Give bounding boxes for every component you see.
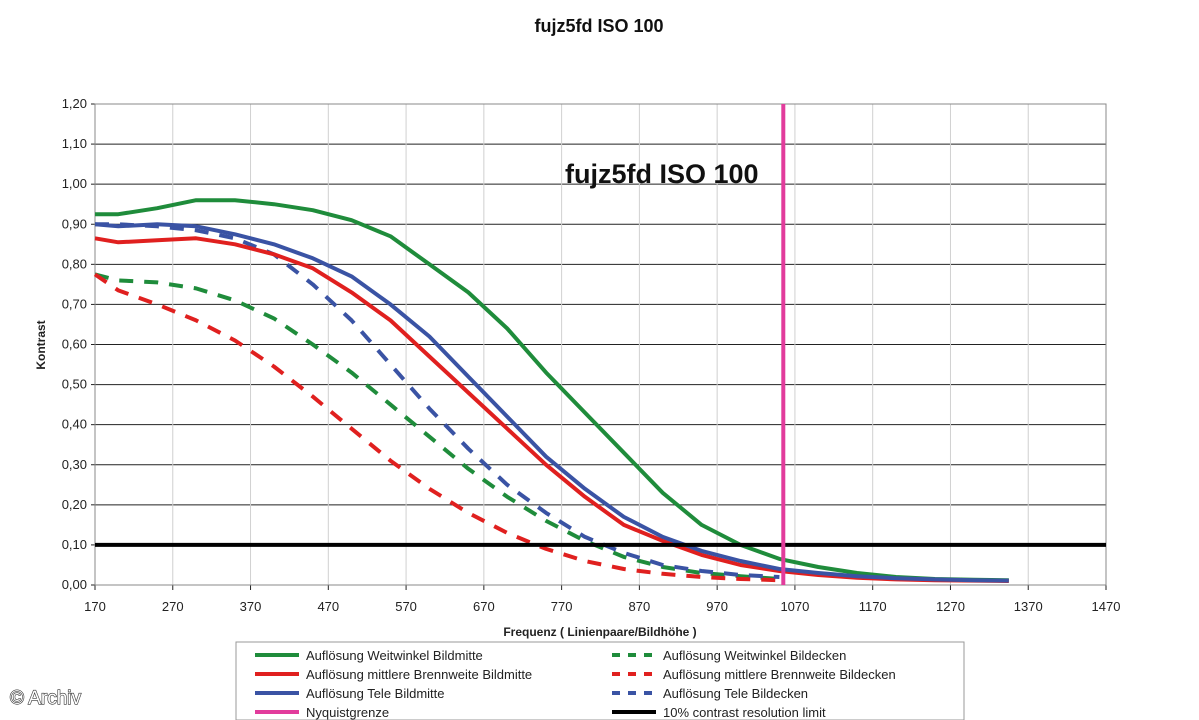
x-tick-label: 470 xyxy=(317,599,339,614)
legend-box xyxy=(235,641,965,720)
series-lines xyxy=(93,104,1106,585)
x-axis-label: Frequenz ( Linienpaare/Bildhöhe ) xyxy=(503,625,696,639)
legend-label: Auflösung Tele Bildecken xyxy=(663,686,808,701)
legend-label: Auflösung Weitwinkel Bildecken xyxy=(663,648,846,663)
x-tick-label: 1370 xyxy=(1014,599,1043,614)
y-axis-label: Kontrast xyxy=(34,320,48,369)
legend-label: Auflösung Tele Bildmitte xyxy=(306,686,445,701)
y-tick-label: 1,10 xyxy=(62,136,87,151)
x-tick-label: 1270 xyxy=(936,599,965,614)
x-tick-label: 1170 xyxy=(859,599,887,614)
y-tick-label: 0,20 xyxy=(62,497,87,512)
legend: Auflösung Weitwinkel Bildmitte Auflösung … xyxy=(255,648,896,720)
series-line-aufl-sung-tele-bildecken xyxy=(95,222,780,579)
x-tick-label: 1070 xyxy=(780,599,809,614)
x-tick-label: 1470 xyxy=(1092,599,1121,614)
x-tick-label: 770 xyxy=(551,599,573,614)
y-tick-labels: 0,00 0,10 0,20 0,30 0,40 0,50 0,60 0,70 0,80 0,90… xyxy=(62,96,87,592)
x-tick-label: 570 xyxy=(395,599,417,614)
plot-area-border xyxy=(94,103,1107,586)
x-tick-labels: 170 270 370 470 570 670 770 870 970 1070 1170 1270 1… xyxy=(84,599,1120,614)
y-tick-label: 0,30 xyxy=(62,457,87,472)
y-tick-label: 0,10 xyxy=(62,537,87,552)
y-tick-label: 0,50 xyxy=(62,377,87,392)
y-tick-label: 1,00 xyxy=(62,176,87,191)
legend-label: Auflösung Weitwinkel Bildmitte xyxy=(306,648,483,663)
y-tick-label: 0,40 xyxy=(62,417,87,432)
x-tick-label: 270 xyxy=(162,599,184,614)
y-tick-label: 0,60 xyxy=(62,337,87,352)
series-line-aufl-sung-mittlere-brennweite-bildmitte xyxy=(94,236,1009,583)
series-line-aufl-sung-weitwinkel-bildmitte xyxy=(95,198,1009,583)
x-tick-label: 870 xyxy=(629,599,651,614)
y-tick-label: 0,00 xyxy=(62,577,87,592)
chart-inner-title: fujz5fd ISO 100 xyxy=(565,159,759,189)
legend-label: 10% contrast resolution limit xyxy=(663,705,826,720)
x-tick-label: 370 xyxy=(240,599,262,614)
series-line-aufl-sung-mittlere-brennweite-bildecken xyxy=(93,272,780,583)
y-tick-label: 1,20 xyxy=(62,96,87,111)
watermark: © Archiv xyxy=(10,688,82,709)
chart-title: fujz5fd ISO 100 xyxy=(534,16,663,36)
legend-label: Nyquistgrenze xyxy=(306,705,389,720)
y-tick-label: 0,70 xyxy=(62,296,87,311)
series-line-aufl-sung-tele-bildmitte xyxy=(94,222,1009,583)
x-tick-label: 170 xyxy=(84,599,106,614)
y-tick-label: 0,90 xyxy=(62,216,87,231)
x-tick-label: 670 xyxy=(473,599,495,614)
legend-label: Auflösung mittlere Brennweite Bildecken xyxy=(663,667,896,682)
x-tick-label: 970 xyxy=(706,599,728,614)
legend-label: Auflösung mittlere Brennweite Bildmitte xyxy=(306,667,532,682)
y-tick-label: 0,80 xyxy=(62,256,87,271)
